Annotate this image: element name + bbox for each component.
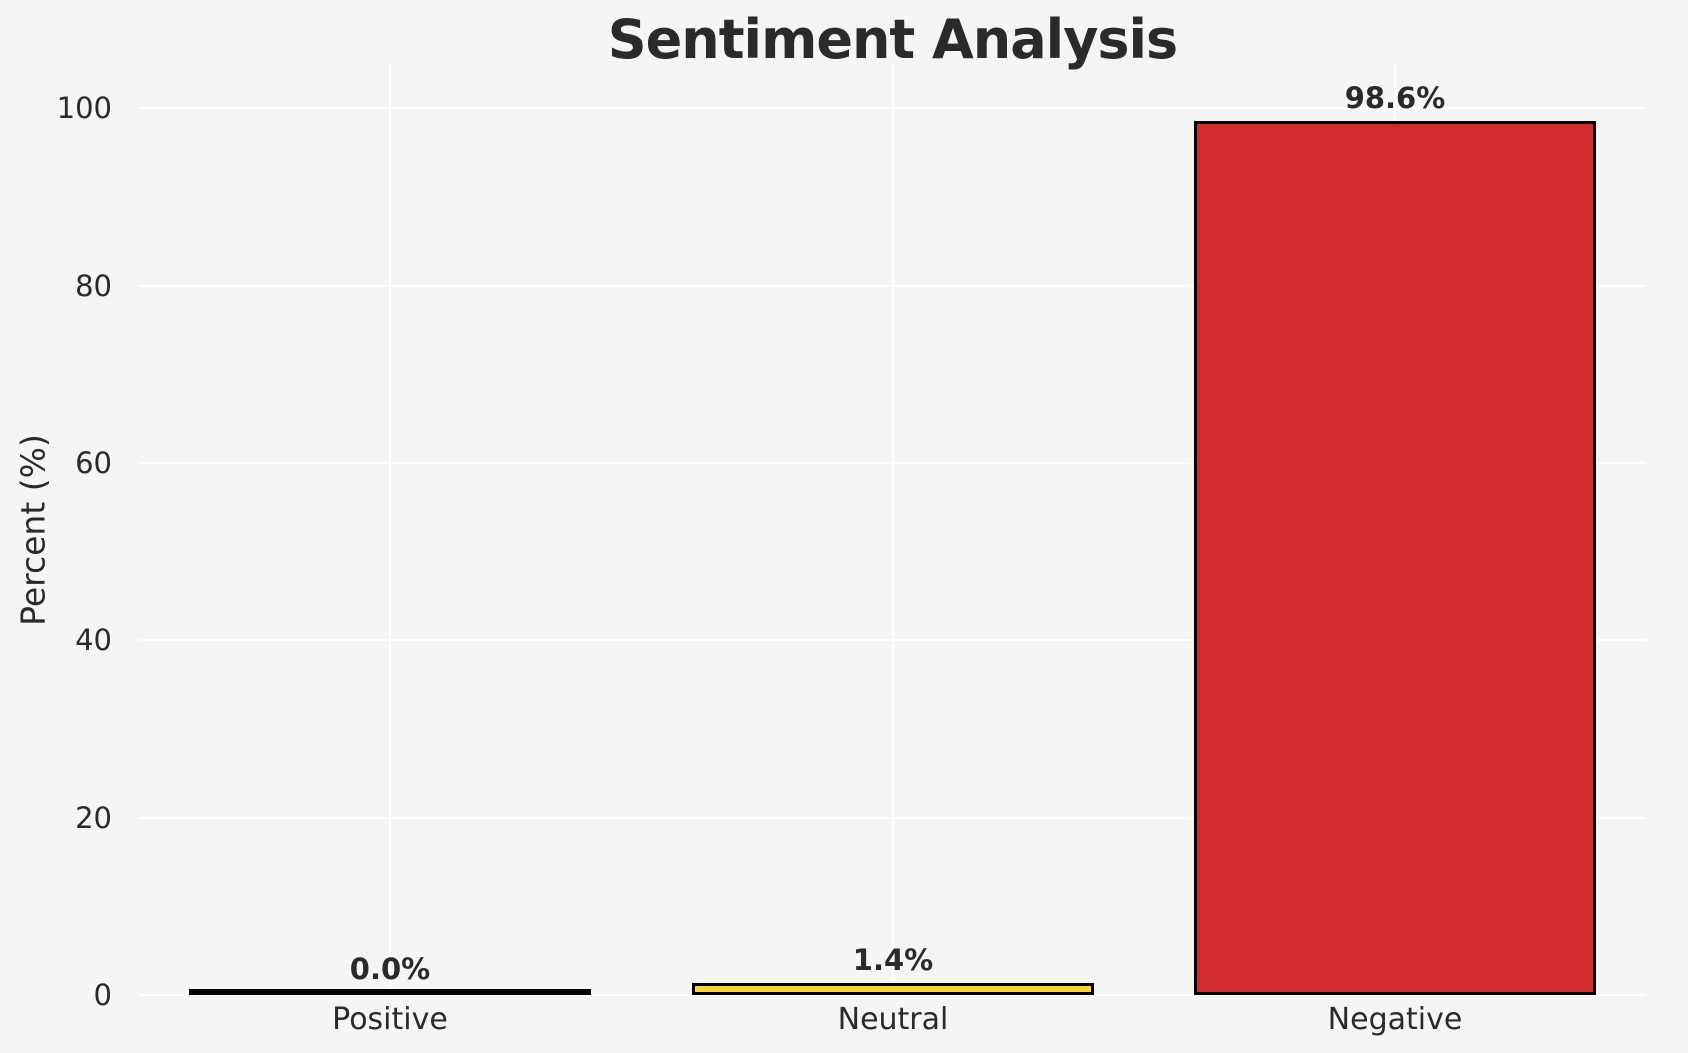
bar-value-label: 0.0% — [349, 952, 431, 986]
gridline-horizontal — [139, 994, 1646, 996]
y-tick-label: 100 — [56, 91, 112, 126]
x-tick-label: Negative — [1327, 1002, 1463, 1037]
bar-value-label: 98.6% — [1344, 81, 1446, 115]
plot-area: 0.0% 1.4% 98.6% — [139, 65, 1646, 996]
bar-positive — [189, 989, 591, 995]
y-tick-label: 40 — [75, 623, 112, 658]
x-tick-label: Neutral — [837, 1002, 949, 1037]
bar-value-label: 1.4% — [852, 943, 934, 977]
bar-negative — [1194, 121, 1596, 995]
y-tick-label: 80 — [75, 268, 112, 303]
bar-neutral — [692, 983, 1094, 995]
y-tick-label: 20 — [75, 800, 112, 835]
gridline-vertical — [891, 65, 894, 995]
chart-title: Sentiment Analysis — [607, 8, 1178, 71]
y-tick-label: 0 — [93, 978, 112, 1012]
x-tick-label: Positive — [332, 1002, 448, 1037]
y-tick-label: 60 — [75, 446, 112, 481]
gridline-vertical — [389, 65, 392, 995]
